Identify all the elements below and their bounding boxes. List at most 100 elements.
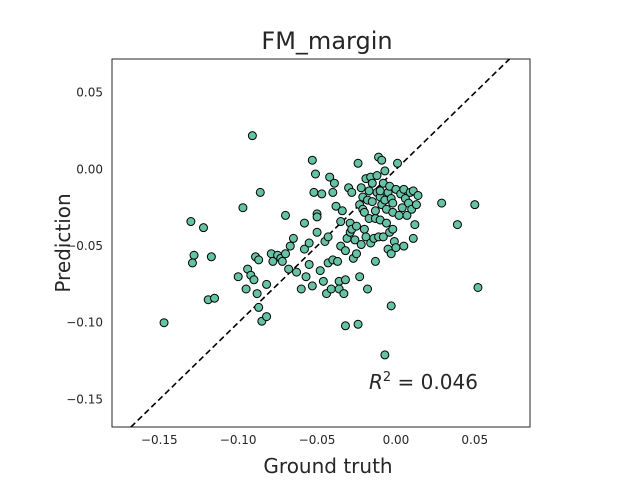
data-point-3 xyxy=(187,258,197,268)
data-point-56 xyxy=(328,187,338,197)
data-point-13 xyxy=(249,275,259,285)
data-point-49 xyxy=(318,276,328,286)
data-point-125 xyxy=(386,301,396,311)
data-point-68 xyxy=(340,246,350,256)
data-point-36 xyxy=(299,244,309,254)
data-point-6 xyxy=(206,252,216,262)
data-point-88 xyxy=(359,207,369,217)
data-point-126 xyxy=(386,249,396,259)
data-point-16 xyxy=(252,289,262,299)
data-point-18 xyxy=(254,302,264,312)
data-point-147 xyxy=(411,200,421,210)
data-point-117 xyxy=(380,350,390,360)
data-point-133 xyxy=(393,158,402,168)
data-point-0 xyxy=(159,318,169,328)
data-point-105 xyxy=(372,171,382,181)
data-point-21 xyxy=(262,312,272,322)
data-point-148 xyxy=(413,190,423,200)
data-point-34 xyxy=(296,284,306,294)
data-point-33 xyxy=(292,267,302,277)
y-tick-label: −0.10 xyxy=(66,316,103,330)
data-point-67 xyxy=(340,275,350,285)
data-point-140 xyxy=(402,210,412,220)
data-point-114 xyxy=(378,232,388,242)
data-point-58 xyxy=(329,178,339,188)
data-point-31 xyxy=(285,241,295,251)
data-point-59 xyxy=(331,201,341,211)
data-point-38 xyxy=(304,238,314,248)
data-point-41 xyxy=(307,155,317,165)
data-point-2 xyxy=(189,250,199,260)
r-squared-sup: 2 xyxy=(383,370,391,385)
data-point-46 xyxy=(312,227,322,237)
data-point-28 xyxy=(281,249,291,259)
data-point-116 xyxy=(380,166,390,176)
data-point-32 xyxy=(288,233,298,243)
data-point-98 xyxy=(367,197,377,207)
data-point-47 xyxy=(315,266,325,276)
data-point-65 xyxy=(337,206,347,216)
data-point-27 xyxy=(277,256,287,266)
data-point-127 xyxy=(388,198,398,208)
x-axis-label: Ground truth xyxy=(263,454,392,478)
data-point-77 xyxy=(350,235,360,245)
data-point-22 xyxy=(262,279,272,289)
r-squared-annotation: R2 = 0.046 xyxy=(369,370,478,394)
r-squared-rest: = 0.046 xyxy=(391,370,478,394)
data-point-53 xyxy=(323,232,333,242)
data-point-84 xyxy=(356,240,366,250)
data-point-102 xyxy=(370,206,380,216)
identity-reference-line xyxy=(130,58,511,428)
data-point-54 xyxy=(325,172,335,182)
data-point-9 xyxy=(238,203,248,213)
data-point-103 xyxy=(370,256,380,266)
data-point-63 xyxy=(336,217,346,227)
data-point-1 xyxy=(186,217,196,227)
data-point-29 xyxy=(281,210,291,220)
data-point-45 xyxy=(312,212,322,222)
data-point-30 xyxy=(284,264,294,274)
data-point-138 xyxy=(399,241,409,251)
x-tick-label: −0.05 xyxy=(299,433,336,447)
data-point-78 xyxy=(351,221,361,231)
data-point-37 xyxy=(301,272,311,282)
data-point-8 xyxy=(233,272,243,282)
data-point-17 xyxy=(254,255,264,265)
data-point-146 xyxy=(410,220,420,230)
data-point-35 xyxy=(299,218,309,228)
r-squared-base: R xyxy=(369,370,383,394)
data-point-42 xyxy=(309,187,319,197)
data-point-150 xyxy=(452,220,462,230)
data-point-74 xyxy=(347,187,357,197)
data-point-79 xyxy=(351,249,361,259)
data-point-24 xyxy=(268,256,278,266)
y-tick-label: −0.15 xyxy=(66,392,103,406)
data-point-43 xyxy=(310,169,320,179)
data-point-151 xyxy=(470,200,480,210)
data-point-136 xyxy=(397,203,407,213)
data-point-94 xyxy=(364,186,374,196)
data-point-85 xyxy=(356,183,366,193)
data-point-152 xyxy=(473,282,483,292)
data-point-134 xyxy=(394,210,404,220)
data-point-69 xyxy=(340,321,350,331)
data-point-93 xyxy=(363,284,373,294)
data-point-19 xyxy=(255,187,265,197)
y-tick-label: 0.00 xyxy=(76,162,103,176)
data-point-39 xyxy=(304,259,314,269)
data-point-60 xyxy=(333,256,343,266)
y-tick-label: −0.05 xyxy=(66,239,103,253)
x-tick-label: −0.15 xyxy=(141,433,178,447)
data-point-81 xyxy=(353,158,363,168)
data-point-112 xyxy=(377,155,387,165)
data-point-10 xyxy=(241,284,251,294)
data-point-4 xyxy=(198,223,208,233)
data-point-149 xyxy=(437,198,447,208)
data-point-48 xyxy=(317,189,327,199)
data-point-132 xyxy=(391,243,401,253)
data-point-110 xyxy=(375,186,385,196)
data-point-80 xyxy=(353,319,363,329)
data-point-118 xyxy=(381,218,391,228)
data-point-128 xyxy=(388,224,398,234)
